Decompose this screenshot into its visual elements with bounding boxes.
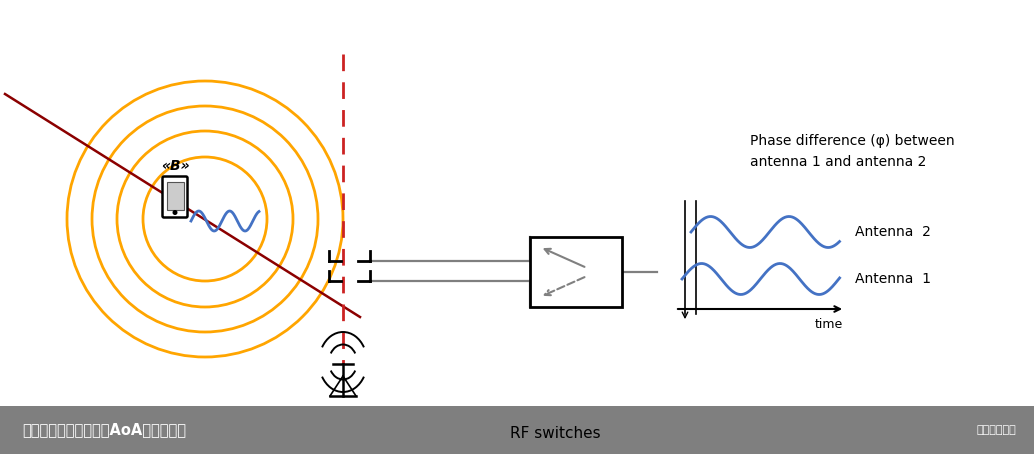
Text: Antenna  2: Antenna 2 [855,225,931,239]
FancyBboxPatch shape [162,177,187,217]
Text: Phase difference (φ) between
antenna 1 and antenna 2: Phase difference (φ) between antenna 1 a… [750,134,954,168]
Text: «B»: «B» [160,159,189,173]
Text: time: time [815,318,843,331]
Bar [0,406,1034,454]
Text: Antenna  1: Antenna 1 [855,272,931,286]
Bar [530,237,622,307]
Bar [166,182,183,210]
Text: 未来蓝牙新方向之一【AoA室内定位】: 未来蓝牙新方向之一【AoA室内定位】 [22,423,186,438]
Text: RF switches: RF switches [510,425,601,440]
Text: 无线技术联盟: 无线技术联盟 [976,425,1016,435]
Circle shape [174,211,177,214]
